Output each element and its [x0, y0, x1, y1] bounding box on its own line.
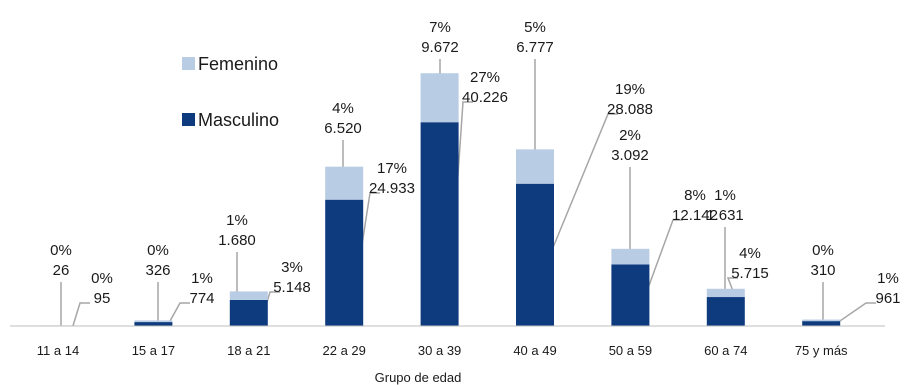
bar-femenino [516, 149, 554, 184]
data-label-masculino-value: 5.148 [273, 279, 311, 296]
legend-swatch-femenino [182, 57, 195, 70]
leader-line-masculino [644, 219, 683, 296]
bar-masculino [134, 322, 173, 326]
data-label-femenino-pct: 0% [147, 242, 169, 259]
data-label-femenino-value: 326 [145, 262, 170, 279]
data-label-femenino-value: 6.520 [324, 120, 362, 137]
data-label-femenino-pct: 0% [50, 242, 72, 259]
bar-femenino [325, 166, 364, 200]
data-label-masculino-value: 774 [189, 290, 214, 307]
x-tick-label: 60 a 74 [704, 343, 747, 358]
legend-label-masculino: Masculino [198, 110, 279, 130]
data-label-masculino-value: 12.142 [672, 207, 718, 224]
bar-femenino [802, 319, 841, 322]
data-label-femenino-value: 26 [53, 262, 70, 279]
data-label-masculino-pct: 17% [377, 160, 407, 177]
data-label-masculino-pct: 19% [615, 81, 645, 98]
x-tick-label: 22 a 29 [323, 343, 366, 358]
data-label-masculino-pct: 27% [470, 69, 500, 86]
data-label-femenino-pct: 2% [619, 127, 641, 144]
data-label-masculino-value: 40.226 [462, 89, 508, 106]
data-label-masculino-value: 28.088 [607, 101, 653, 118]
bars [39, 73, 841, 326]
bar-masculino [611, 264, 650, 326]
x-tick-label: 18 a 21 [227, 343, 270, 358]
bar-masculino [325, 199, 364, 326]
bar-masculino [706, 297, 745, 326]
leader-line-masculino [72, 302, 90, 326]
data-label-masculino-value: 95 [94, 290, 111, 307]
data-label-femenino-pct: 5% [524, 19, 546, 36]
data-label-femenino-pct: 7% [429, 19, 451, 36]
legend-label-femenino: Femenino [198, 54, 278, 74]
data-label-masculino-value: 24.933 [369, 180, 415, 197]
x-tick-labels: 11 a 14 15 a 17 18 a 21 22 a 29 30 a 39 40 a … [37, 343, 848, 358]
data-label-masculino-pct: 1% [191, 270, 213, 287]
x-tick-label: 30 a 39 [418, 343, 461, 358]
bar-femenino [229, 291, 268, 300]
bar-femenino [611, 248, 650, 265]
data-label-masculino-value: 961 [875, 290, 900, 307]
bar-femenino [134, 320, 173, 323]
x-axis-title: Grupo de edad [375, 370, 462, 385]
data-label-masculino-pct: 1% [877, 270, 899, 287]
bar-masculino [420, 122, 459, 326]
leader-line-masculino [549, 113, 618, 256]
legend-swatch-masculino [182, 113, 195, 126]
data-label-femenino-value: 310 [810, 262, 835, 279]
data-label-femenino-pct: 4% [332, 100, 354, 117]
data-label-masculino-value: 5.715 [731, 265, 769, 282]
bar-femenino [420, 73, 459, 123]
data-label-masculino-pct: 8% [684, 187, 706, 204]
x-tick-label: 50 a 59 [609, 343, 652, 358]
data-label-femenino-pct: 0% [812, 242, 834, 259]
legend: Femenino Masculino [182, 54, 279, 130]
data-label-femenino-value: 6.777 [516, 39, 554, 56]
data-label-femenino-value: 3.092 [611, 147, 649, 164]
bar-masculino [802, 321, 841, 326]
x-tick-label: 40 a 49 [513, 343, 556, 358]
leader-line-masculino [835, 302, 876, 325]
data-label-femenino-value: 1.631 [706, 207, 744, 224]
x-tick-label: 11 a 14 [37, 343, 79, 358]
data-label-femenino-value: 9.672 [421, 39, 459, 56]
bar-masculino [229, 299, 268, 326]
x-tick-label: 15 a 17 [132, 343, 175, 358]
data-label-masculino-pct: 0% [91, 270, 113, 287]
data-label-masculino-pct: 4% [739, 245, 761, 262]
bar-masculino [516, 183, 554, 326]
data-label-femenino-pct: 1% [714, 187, 736, 204]
bar-femenino [706, 288, 745, 298]
x-tick-label: 75 y más [795, 343, 848, 358]
data-labels: 0% 26 0% 95 0% 326 1% 774 1% 1.680 3% 5.148 4% 6.520 1… [50, 19, 900, 307]
data-label-masculino-pct: 3% [281, 259, 303, 276]
data-label-femenino-pct: 1% [226, 212, 248, 229]
leader-line-masculino [167, 302, 190, 325]
data-label-femenino-value: 1.680 [218, 232, 256, 249]
